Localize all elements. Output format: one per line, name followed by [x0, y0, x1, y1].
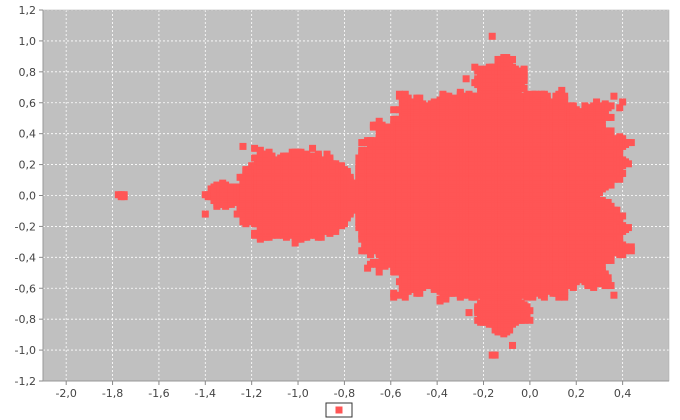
data-point	[297, 148, 305, 156]
data-point	[465, 309, 473, 317]
data-point	[375, 117, 383, 125]
data-point	[338, 162, 346, 170]
data-point	[309, 144, 317, 152]
data-point	[332, 160, 340, 168]
data-point	[323, 150, 331, 158]
data-point	[390, 293, 398, 301]
data-point	[268, 152, 276, 160]
data-point	[201, 210, 209, 218]
data-point	[366, 251, 374, 259]
data-point	[233, 210, 241, 218]
data-point	[251, 144, 259, 152]
data-point	[120, 191, 128, 199]
data-point	[265, 148, 273, 156]
data-point	[346, 173, 354, 181]
mandelbrot-series	[114, 32, 635, 359]
data-point	[291, 239, 299, 247]
data-point	[239, 142, 247, 150]
data-point	[326, 154, 334, 162]
data-point	[404, 94, 412, 102]
data-point	[332, 227, 340, 235]
data-point	[401, 90, 409, 98]
data-point	[462, 75, 470, 83]
data-point	[390, 106, 398, 114]
data-point	[256, 146, 264, 154]
data-point	[375, 268, 383, 276]
data-point	[395, 90, 403, 98]
data-point	[343, 168, 351, 176]
data-point	[390, 289, 398, 297]
data-point	[364, 264, 372, 272]
data-point	[314, 150, 322, 158]
data-point	[317, 233, 325, 241]
data-point	[395, 291, 403, 299]
data-point	[401, 293, 409, 301]
